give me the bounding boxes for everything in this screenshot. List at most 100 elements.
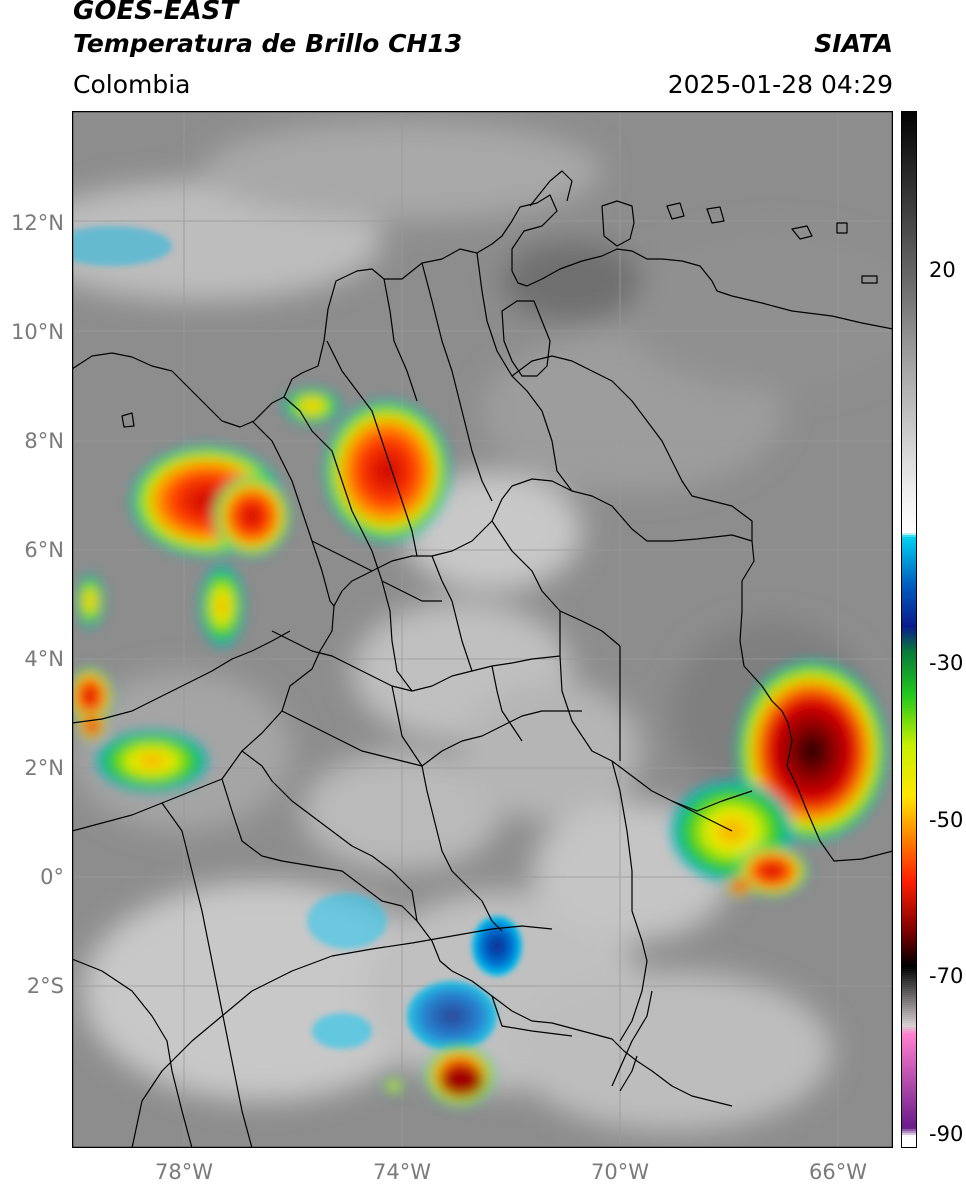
colorbar-band bbox=[901, 553, 917, 556]
colorbar-band bbox=[901, 1085, 917, 1088]
colorbar-band bbox=[901, 849, 917, 852]
colorbar-band bbox=[901, 1087, 917, 1090]
colorbar-band bbox=[901, 485, 917, 488]
colorbar-band bbox=[901, 449, 917, 452]
colorbar bbox=[901, 111, 917, 1148]
colorbar-band bbox=[901, 309, 917, 312]
colorbar-band bbox=[901, 911, 917, 914]
colorbar-band bbox=[901, 163, 917, 166]
colorbar-band bbox=[901, 575, 917, 578]
colorbar-band bbox=[901, 759, 917, 762]
colorbar-band bbox=[901, 1117, 917, 1120]
colorbar-band bbox=[901, 503, 917, 506]
colorbar-band bbox=[901, 745, 917, 748]
colorbar-band bbox=[901, 261, 917, 264]
colorbar-band bbox=[901, 987, 917, 990]
colorbar-band bbox=[901, 1009, 917, 1012]
colorbar-band bbox=[901, 205, 917, 208]
colorbar-band bbox=[901, 869, 917, 872]
colorbar-band bbox=[901, 605, 917, 608]
colorbar-band bbox=[901, 149, 917, 152]
colorbar-band bbox=[901, 801, 917, 804]
colorbar-band bbox=[901, 595, 917, 598]
colorbar-band bbox=[901, 1047, 917, 1050]
colorbar-band bbox=[901, 1113, 917, 1116]
colorbar-band bbox=[901, 223, 917, 226]
colorbar-band bbox=[901, 1093, 917, 1096]
colorbar-band bbox=[901, 569, 917, 572]
colorbar-band bbox=[901, 467, 917, 470]
colorbar-band bbox=[901, 275, 917, 278]
colorbar-band bbox=[901, 365, 917, 368]
colorbar-band bbox=[901, 189, 917, 192]
colorbar-band bbox=[901, 457, 917, 460]
colorbar-band bbox=[901, 1033, 917, 1036]
colorbar-band bbox=[901, 713, 917, 716]
colorbar-band bbox=[901, 469, 917, 472]
colorbar-band bbox=[901, 253, 917, 256]
colorbar-band bbox=[901, 331, 917, 334]
colorbar-band bbox=[901, 927, 917, 930]
colorbar-band bbox=[901, 481, 917, 484]
colorbar-band bbox=[901, 707, 917, 710]
colorbar-band bbox=[901, 153, 917, 156]
colorbar-band bbox=[901, 471, 917, 474]
colorbar-band bbox=[901, 459, 917, 462]
colorbar-band bbox=[901, 949, 917, 952]
colorbar-band bbox=[901, 497, 917, 500]
colorbar-band bbox=[901, 1043, 917, 1046]
colorbar-band bbox=[901, 583, 917, 586]
colorbar-band bbox=[901, 637, 917, 640]
colorbar-band bbox=[901, 327, 917, 330]
colorbar-band bbox=[901, 843, 917, 846]
colorbar-band bbox=[901, 787, 917, 790]
colorbar-band bbox=[901, 659, 917, 662]
colorbar-band bbox=[901, 959, 917, 962]
colorbar-band bbox=[901, 247, 917, 250]
colorbar-band bbox=[901, 551, 917, 554]
colorbar-band bbox=[901, 837, 917, 840]
colorbar-band bbox=[901, 289, 917, 292]
colorbar-band bbox=[901, 1067, 917, 1070]
lat-label-4n: 4°N bbox=[24, 647, 64, 671]
colorbar-band bbox=[901, 483, 917, 486]
colorbar-band bbox=[901, 693, 917, 696]
lon-label-78w: 78°W bbox=[155, 1160, 213, 1184]
colorbar-band bbox=[901, 827, 917, 830]
colorbar-band bbox=[901, 345, 917, 348]
colorbar-band bbox=[901, 233, 917, 236]
colorbar-band bbox=[901, 491, 917, 494]
colorbar-band bbox=[901, 431, 917, 434]
colorbar-band bbox=[901, 737, 917, 740]
colorbar-band bbox=[901, 197, 917, 200]
colorbar-band bbox=[901, 909, 917, 912]
colorbar-band bbox=[901, 317, 917, 320]
colorbar-band bbox=[901, 905, 917, 908]
colorbar-band bbox=[901, 751, 917, 754]
colorbar-band bbox=[901, 117, 917, 120]
colorbar-band bbox=[901, 511, 917, 514]
colorbar-band bbox=[901, 1073, 917, 1076]
colorbar-band bbox=[901, 355, 917, 358]
colorbar-band bbox=[901, 897, 917, 900]
colorbar-band bbox=[901, 389, 917, 392]
colorbar-band bbox=[901, 967, 917, 970]
colorbar-band bbox=[901, 621, 917, 624]
colorbar-band bbox=[901, 765, 917, 768]
colorbar-band bbox=[901, 1017, 917, 1020]
colorbar-band bbox=[901, 655, 917, 658]
colorbar-band bbox=[901, 687, 917, 690]
colorbar-band bbox=[901, 625, 917, 628]
colorbar-band bbox=[901, 295, 917, 298]
colorbar-band bbox=[901, 615, 917, 618]
colorbar-band bbox=[901, 929, 917, 932]
colorbar-band bbox=[901, 415, 917, 418]
region-label: Colombia bbox=[73, 70, 191, 99]
colorbar-band bbox=[901, 477, 917, 480]
colorbar-band bbox=[901, 323, 917, 326]
colorbar-band bbox=[901, 915, 917, 918]
colorbar-band bbox=[901, 543, 917, 546]
colorbar-band bbox=[901, 1077, 917, 1080]
colorbar-band bbox=[901, 961, 917, 964]
colorbar-band bbox=[901, 877, 917, 880]
